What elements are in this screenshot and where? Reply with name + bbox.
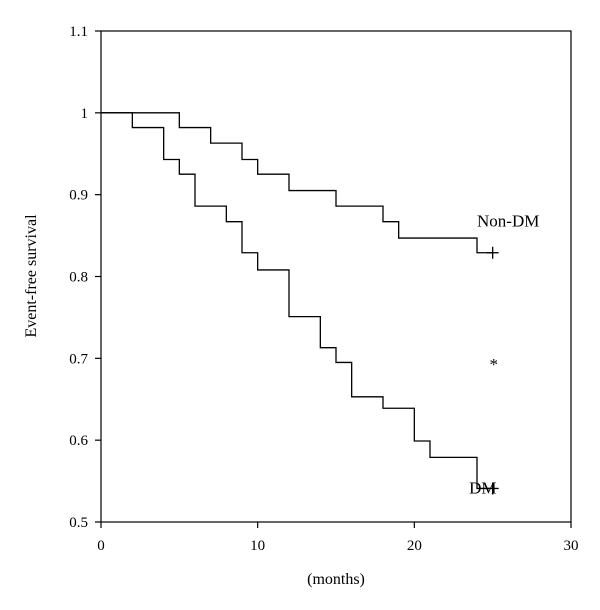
y-axis-title: Event-free survival: [23, 214, 40, 338]
annotation-label: DM: [469, 478, 496, 497]
axis-ticks: [95, 30, 572, 528]
series-group: [101, 112, 499, 495]
plot-frame: [100, 30, 572, 523]
series-line-non-dm: [101, 112, 493, 254]
y-tick-label: 1: [81, 106, 89, 122]
censor-mark-dm: [486, 482, 499, 495]
x-tick-label: 20: [407, 538, 422, 554]
y-tick-label: 0.5: [69, 515, 88, 531]
x-tick-label: 10: [250, 538, 265, 554]
y-tick-label: 0.6: [69, 433, 88, 449]
y-tick-label: 1.1: [69, 24, 88, 40]
x-axis-title: (months): [307, 571, 365, 588]
axis-tick-labels: 0 10 20 30 0.5 0.6 0.7 0.8 0.9 1 1.1: [69, 24, 578, 554]
series-line-dm: [101, 112, 493, 490]
annotation-label: Non-DM: [477, 212, 539, 231]
y-tick-label: 0.7: [69, 351, 88, 367]
y-tick-label: 0.8: [69, 270, 88, 286]
y-tick-label: 0.9: [69, 188, 88, 204]
annotations-group: Non-DM * DM: [469, 212, 539, 498]
x-tick-label: 30: [564, 538, 579, 554]
annotation-label: *: [490, 355, 499, 374]
censor-mark-non-dm: [486, 246, 499, 259]
x-tick-label: 0: [97, 538, 105, 554]
